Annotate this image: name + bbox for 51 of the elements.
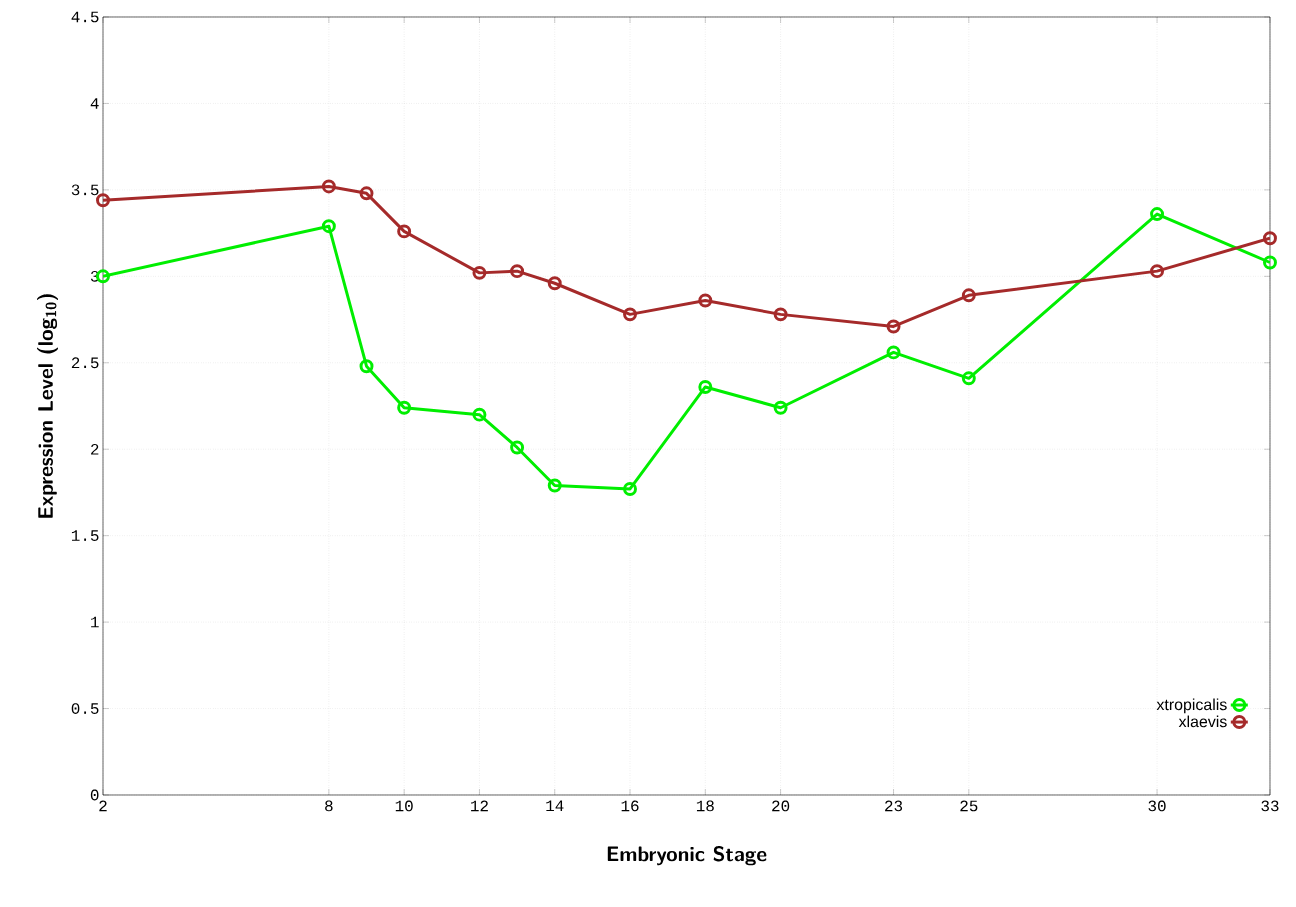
y-tick-label: 0.5 — [71, 703, 99, 714]
point — [886, 345, 901, 360]
point — [773, 307, 788, 322]
point — [1263, 255, 1277, 270]
x-tick-label: 33 — [1261, 800, 1279, 812]
point — [321, 219, 336, 234]
point — [397, 224, 412, 239]
y-tick-label: 4.5 — [71, 11, 99, 23]
y-tick-label: 1 — [91, 616, 99, 628]
point — [1150, 264, 1165, 279]
y-tick-label: 1.5 — [71, 530, 99, 541]
point — [1263, 231, 1277, 246]
point — [698, 380, 713, 394]
x-tick-label: 20 — [772, 800, 790, 812]
point — [547, 276, 562, 291]
x-tick-label: 10 — [395, 800, 413, 812]
x-tick-label: 14 — [546, 800, 564, 812]
point — [510, 264, 525, 279]
x-tick-label: 23 — [885, 800, 903, 812]
x-tick-label: 18 — [696, 800, 714, 812]
point — [472, 265, 487, 280]
x-tick-label: 25 — [960, 800, 978, 812]
y-axis-title: Expression Level (log$_{10}$) — [37, 294, 58, 518]
point — [623, 307, 637, 322]
x-tick-label: 12 — [471, 800, 488, 812]
point — [961, 371, 976, 386]
y-tick-label: 0 — [90, 789, 99, 801]
point — [359, 186, 374, 201]
point — [961, 288, 976, 303]
y-tick-label: 4 — [90, 98, 99, 109]
point — [773, 400, 788, 415]
x-tick-label: 2 — [99, 800, 107, 812]
point — [397, 400, 412, 415]
x-tick-label: 16 — [621, 800, 639, 812]
point — [510, 440, 525, 455]
point — [698, 293, 713, 308]
legend-label: xtropicalis — [1156, 698, 1227, 714]
point — [1150, 207, 1165, 222]
x-axis-title: Embryonic Stage — [607, 846, 767, 866]
point — [547, 478, 562, 493]
legend-label: xlaevis — [1178, 715, 1227, 728]
y-tick-label: 2 — [91, 443, 99, 455]
y-tick-label: 2.5 — [71, 357, 99, 369]
x-tick-label: 8 — [325, 800, 333, 812]
point — [321, 179, 336, 194]
point — [472, 407, 487, 422]
point — [623, 482, 637, 496]
y-tick-label: 3.5 — [71, 184, 99, 196]
x-tick-label: 30 — [1148, 800, 1166, 812]
point — [359, 359, 374, 374]
point — [886, 319, 901, 334]
